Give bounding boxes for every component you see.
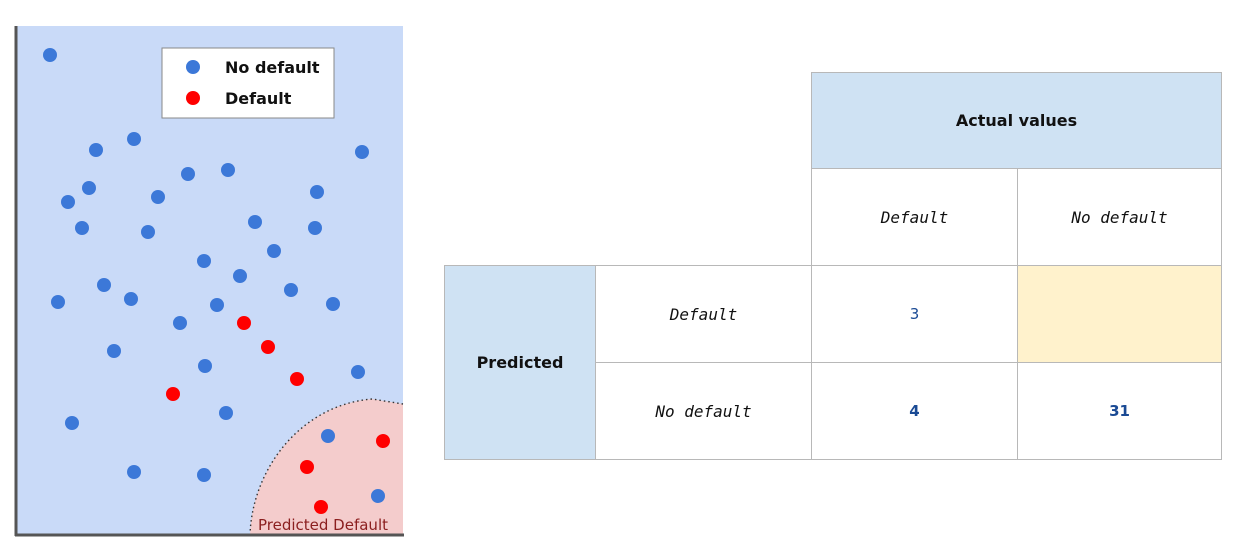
predicted-header: Predicted <box>444 265 596 460</box>
no-default-point <box>351 365 365 379</box>
default-point <box>261 340 275 354</box>
no-default-point <box>124 292 138 306</box>
cell-pred-no-default-actual-default: 4 <box>811 362 1018 460</box>
no-default-point <box>198 359 212 373</box>
no-default-point <box>321 429 335 443</box>
default-point <box>166 387 180 401</box>
default-point <box>376 434 390 448</box>
no-default-point <box>75 221 89 235</box>
no-default-point <box>355 145 369 159</box>
no-default-point <box>51 295 65 309</box>
default-point <box>300 460 314 474</box>
decision-boundary <box>249 398 404 536</box>
legend-box <box>161 47 335 119</box>
col-label-default: Default <box>811 168 1018 266</box>
predicted-default-region <box>250 399 403 535</box>
no-default-point <box>284 283 298 297</box>
legend-default-marker <box>186 91 200 105</box>
cell-pred-default-actual-default: 3 <box>811 265 1018 363</box>
no-default-point <box>267 244 281 258</box>
actual-values-header: Actual values <box>811 72 1222 169</box>
no-default-point <box>107 344 121 358</box>
region-label: Predicted Default <box>258 516 388 534</box>
no-default-point <box>197 254 211 268</box>
default-point <box>314 500 328 514</box>
legend-default-label: Default <box>225 89 292 108</box>
row-label-no-default: No default <box>595 362 812 460</box>
default-point <box>237 316 251 330</box>
no-default-point <box>219 406 233 420</box>
legend: No default Default <box>161 47 335 119</box>
legend-no-default-marker <box>186 60 200 74</box>
no-default-point <box>173 316 187 330</box>
no-default-point <box>127 132 141 146</box>
confusion-matrix: Actual values Default No default Predict… <box>444 72 1222 460</box>
no-default-point <box>197 468 211 482</box>
points-layer <box>43 48 390 514</box>
no-default-point <box>181 167 195 181</box>
no-default-point <box>210 298 224 312</box>
no-default-point <box>233 269 247 283</box>
no-default-point <box>151 190 165 204</box>
cell-pred-no-default-actual-no-default: 31 <box>1017 362 1222 460</box>
no-default-point <box>371 489 385 503</box>
no-default-point <box>97 278 111 292</box>
no-default-point <box>141 225 155 239</box>
no-default-point <box>221 163 235 177</box>
no-default-point <box>308 221 322 235</box>
default-point <box>290 372 304 386</box>
scatter-plot: No default Default Predicted Default <box>14 26 404 537</box>
no-default-point <box>248 215 262 229</box>
no-default-point <box>61 195 75 209</box>
no-default-point <box>127 465 141 479</box>
cell-pred-default-actual-no-default <box>1017 265 1222 363</box>
no-default-point <box>65 416 79 430</box>
no-default-point <box>89 143 103 157</box>
legend-no-default-label: No default <box>225 58 320 77</box>
no-default-point <box>82 181 96 195</box>
no-default-point <box>310 185 324 199</box>
col-label-no-default: No default <box>1017 168 1222 266</box>
row-label-default: Default <box>595 265 812 363</box>
no-default-point <box>43 48 57 62</box>
no-default-point <box>326 297 340 311</box>
